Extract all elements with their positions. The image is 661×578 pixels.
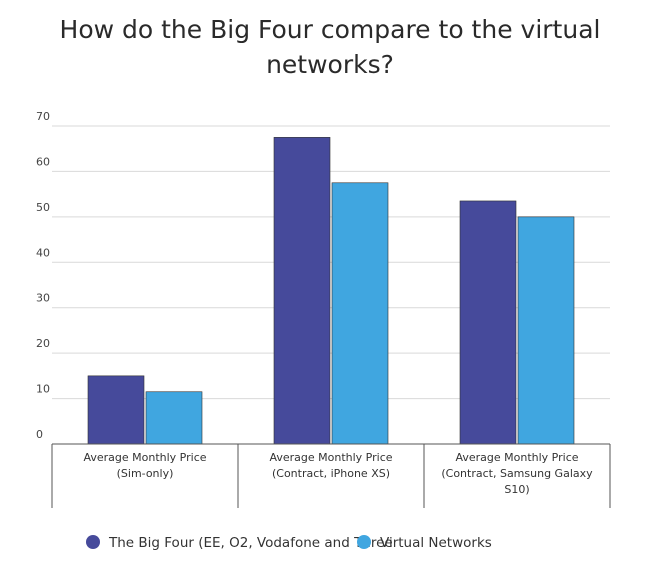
legend-label: Virtual Networks [380,535,492,551]
bar-big-four [273,137,331,445]
y-tick-label: 0 [36,428,43,441]
y-axis-ticks: 0 10 20 30 40 50 60 70 [36,110,50,441]
y-tick-label: 70 [36,110,50,123]
y-tick-label: 40 [36,246,50,259]
legend-marker [86,535,100,549]
y-tick-label: 20 [36,337,50,350]
bar-big-four [459,200,517,445]
bar-virtual-networks [517,216,575,445]
y-tick-label: 10 [36,383,50,396]
category-label: (Contract, Samsung Galaxy [441,467,593,480]
legend-label: The Big Four (EE, O2, Vodafone and Three [108,535,393,551]
category-label: Average Monthly Price [269,451,392,464]
y-tick-label: 60 [36,155,50,168]
legend: The Big Four (EE, O2, Vodafone and Three… [86,535,492,551]
y-tick-label: 30 [36,292,50,305]
x-axis [51,443,611,508]
legend-marker [357,535,371,549]
category-labels: Average Monthly Price (Sim-only) Average M… [83,451,593,496]
chart-title: How do the Big Four compare to the virtu… [60,15,601,79]
gridlines [52,125,610,400]
category-label: Average Monthly Price [83,451,206,464]
category-label: S10) [504,483,529,496]
category-label: (Sim-only) [117,467,174,480]
bar-virtual-networks [331,182,389,445]
category-label: (Contract, iPhone XS) [272,467,390,480]
category-label: Average Monthly Price [455,451,578,464]
bars [87,137,575,445]
bar-big-four [87,375,145,445]
chart-title-line-2: networks? [266,50,394,79]
bar-virtual-networks [145,391,203,445]
chart-title-line-1: How do the Big Four compare to the virtu… [60,15,601,44]
y-tick-label: 50 [36,201,50,214]
